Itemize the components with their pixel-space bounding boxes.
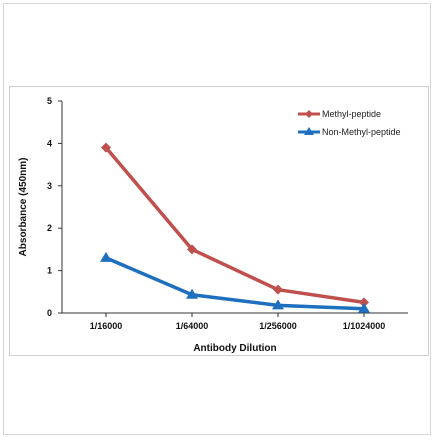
y-axis-title: Absorbance (450nm) bbox=[18, 158, 29, 257]
series-group bbox=[100, 142, 370, 313]
x-axis-title: Antibody Dilution bbox=[193, 343, 276, 354]
x-tick-label: 1/256000 bbox=[259, 321, 297, 331]
legend-label: Methyl-peptide bbox=[322, 109, 381, 119]
legend-marker bbox=[305, 110, 313, 118]
chart-panel bbox=[9, 86, 429, 356]
y-tick-label: 2 bbox=[47, 223, 52, 233]
x-ticks: 1/16000 1/64000 1/256000 1/1024000 bbox=[90, 313, 386, 331]
y-tick-label: 4 bbox=[47, 138, 52, 148]
legend: Methyl-peptide Non-Methyl-peptide bbox=[298, 109, 401, 137]
x-tick-label: 1/64000 bbox=[176, 321, 209, 331]
y-tick-label: 1 bbox=[47, 266, 52, 276]
series-line bbox=[104, 146, 365, 305]
y-tick-label: 5 bbox=[47, 96, 52, 106]
x-tick-label: 1/16000 bbox=[90, 321, 123, 331]
legend-label: Non-Methyl-peptide bbox=[322, 127, 401, 137]
data-point bbox=[186, 288, 198, 299]
legend-marker bbox=[304, 127, 314, 135]
data-point bbox=[187, 244, 197, 255]
data-point bbox=[273, 284, 283, 295]
data-point bbox=[272, 299, 284, 310]
data-point bbox=[359, 297, 369, 308]
data-point bbox=[100, 251, 112, 262]
x-tick-label: 1/1024000 bbox=[343, 321, 386, 331]
y-ticks: 0 1 2 3 4 5 bbox=[47, 96, 62, 318]
y-tick-label: 3 bbox=[47, 181, 52, 191]
data-point bbox=[358, 302, 370, 313]
axes bbox=[61, 101, 408, 314]
series-line bbox=[105, 256, 365, 311]
data-point bbox=[101, 142, 111, 153]
y-tick-label: 0 bbox=[47, 308, 52, 318]
